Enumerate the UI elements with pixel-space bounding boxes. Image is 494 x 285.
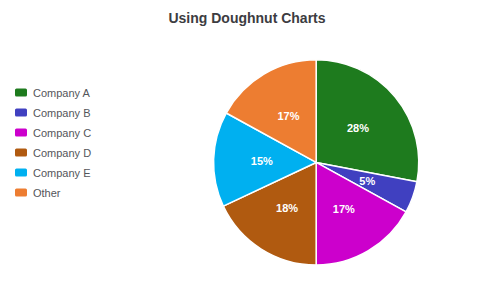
svg-text:5%: 5% [359, 175, 375, 187]
svg-text:Company C: Company C [33, 127, 91, 139]
svg-text:18%: 18% [276, 202, 298, 214]
svg-text:Company D: Company D [33, 147, 91, 159]
svg-text:Other: Other [33, 187, 61, 199]
svg-text:Company B: Company B [33, 107, 90, 119]
svg-text:Company A: Company A [33, 87, 91, 99]
svg-text:Using Doughnut Charts: Using Doughnut Charts [168, 10, 325, 26]
svg-text:28%: 28% [347, 122, 369, 134]
svg-text:17%: 17% [278, 110, 300, 122]
svg-text:17%: 17% [333, 203, 355, 215]
svg-text:15%: 15% [251, 155, 273, 167]
svg-text:Company E: Company E [33, 167, 90, 179]
